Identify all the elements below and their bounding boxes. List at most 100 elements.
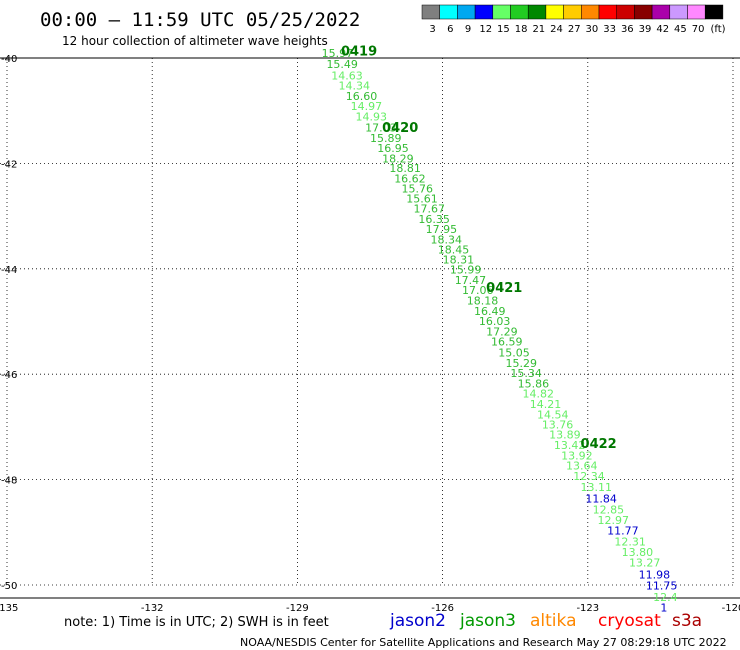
legend-swatch bbox=[704, 4, 724, 20]
legend-unit: (ft) bbox=[710, 24, 725, 35]
x-tick-label: -123 bbox=[576, 603, 599, 614]
legend-swatch bbox=[669, 4, 688, 20]
legend-bin-label: 12 bbox=[479, 24, 492, 35]
wave-height-label: 15.86 bbox=[518, 377, 550, 390]
legend-bin-label: 18 bbox=[515, 24, 528, 35]
wave-height-label: 14.54 bbox=[537, 408, 569, 421]
legend-swatch bbox=[634, 4, 653, 20]
y-tick-label: -50 bbox=[1, 581, 17, 592]
legend-bin-label: 27 bbox=[568, 24, 581, 35]
wave-height-label: 14.63 bbox=[331, 70, 363, 83]
data-labels: 15.9715.4914.6314.3416.6014.9714.9317.03… bbox=[322, 47, 678, 614]
wave-height-label: 15.76 bbox=[401, 182, 433, 195]
wave-height-label: 18.45 bbox=[438, 244, 470, 257]
wave-height-label: 15.05 bbox=[498, 346, 530, 359]
legend-bin-label: 9 bbox=[465, 24, 471, 35]
legend-bin-label: 30 bbox=[586, 24, 599, 35]
color-legend: 3 6 9 12 15 18 21 24 27 30 33 36 39 42 45 70 (ft) bbox=[421, 4, 726, 35]
wave-height-label: 17.03 bbox=[365, 121, 397, 134]
wave-height-label: 11.98 bbox=[639, 569, 671, 582]
wave-height-label: 13.92 bbox=[561, 450, 593, 463]
wave-height-label: 13.42 bbox=[554, 439, 586, 452]
satellite-legend: jason2 jason3 altika cryosat s3a bbox=[389, 611, 702, 631]
wave-height-label: 14.21 bbox=[530, 398, 562, 411]
legend-bin-label: 24 bbox=[550, 24, 563, 35]
wave-height-label: 13.27 bbox=[629, 557, 661, 570]
wave-height-label: 14.34 bbox=[339, 80, 371, 93]
time-label: 0422 bbox=[581, 437, 617, 452]
legend-swatch bbox=[651, 4, 671, 20]
chart-title: 00:00 – 11:59 UTC 05/25/2022 bbox=[40, 9, 360, 31]
wave-height-label: 13.89 bbox=[549, 428, 581, 441]
legend-bin-label: 21 bbox=[532, 24, 545, 35]
legend-bin-label: 45 bbox=[674, 24, 687, 35]
wave-height-label: 11.75 bbox=[646, 580, 678, 593]
legend-swatch bbox=[563, 4, 582, 20]
legend-bin-label: 6 bbox=[447, 24, 453, 35]
wave-height-label: 17.47 bbox=[455, 274, 487, 287]
y-tick-label: -42 bbox=[1, 159, 17, 170]
wave-height-label: 12.85 bbox=[593, 503, 625, 516]
x-tick-label: -120 bbox=[722, 603, 740, 614]
wave-height-label: 16.03 bbox=[479, 315, 511, 328]
y-tick-label: -44 bbox=[1, 265, 17, 276]
y-tick-label: -40 bbox=[1, 54, 17, 65]
wave-height-label: 15.29 bbox=[506, 357, 538, 370]
satellite-name: jason3 bbox=[459, 611, 516, 631]
legend-bin-label: 36 bbox=[621, 24, 634, 35]
wave-height-label: 13.76 bbox=[542, 418, 574, 431]
legend-bin-label: 15 bbox=[497, 24, 510, 35]
legend-swatch bbox=[457, 4, 476, 20]
wave-height-label: 15.34 bbox=[510, 367, 542, 380]
time-label: 0420 bbox=[382, 121, 418, 136]
legend-swatch bbox=[439, 4, 458, 20]
legend-bin-label: 33 bbox=[603, 24, 616, 35]
wave-height-label: 13.11 bbox=[581, 481, 613, 494]
legend-bin-label: 42 bbox=[656, 24, 669, 35]
legend-swatch bbox=[616, 4, 635, 20]
wave-height-label: 18.18 bbox=[467, 295, 499, 308]
legend-swatch bbox=[474, 4, 494, 20]
wave-height-label: 16.60 bbox=[346, 90, 378, 103]
legend-swatch bbox=[421, 4, 440, 20]
wave-height-label: 15.97 bbox=[322, 47, 354, 60]
wave-height-label: 18.29 bbox=[382, 152, 414, 165]
wave-height-label: 16.49 bbox=[474, 305, 506, 318]
wave-height-label: 14.97 bbox=[351, 100, 383, 113]
wave-height-label: 18.81 bbox=[389, 162, 421, 175]
wave-height-label: 13.64 bbox=[566, 460, 598, 473]
legend-swatch bbox=[492, 4, 511, 20]
satellite-name: jason2 bbox=[389, 611, 446, 631]
wave-height-label: 17.67 bbox=[414, 202, 446, 215]
wave-height-label: 16.62 bbox=[394, 172, 426, 185]
legend-swatch bbox=[581, 4, 600, 20]
legend-swatch bbox=[687, 4, 706, 20]
x-tick-label: -129 bbox=[286, 603, 309, 614]
time-labels: 0419 0420 0421 0422 bbox=[341, 44, 617, 452]
x-tick-label: -135 bbox=[0, 603, 18, 614]
y-tick-label: -46 bbox=[1, 370, 17, 381]
wave-height-label: 17.95 bbox=[426, 223, 458, 236]
chart-subtitle: 12 hour collection of altimeter wave hei… bbox=[62, 34, 328, 48]
wave-height-label: 13.80 bbox=[622, 546, 654, 559]
wave-height-label: 1 bbox=[660, 601, 667, 614]
wave-height-label: 18.31 bbox=[443, 254, 475, 267]
legend-bin-label: 39 bbox=[639, 24, 652, 35]
wave-height-label: 12.34 bbox=[573, 470, 605, 483]
wave-height-label: 15.49 bbox=[326, 58, 358, 71]
legend-bin-label: 3 bbox=[429, 24, 435, 35]
wave-height-label: 11.77 bbox=[607, 524, 639, 537]
wave-height-label: 12.31 bbox=[614, 535, 646, 548]
wave-height-label: 12.4 bbox=[653, 591, 678, 604]
axis-ticks: -135 -132 -129 -126 -123 -120 -40 -42 -44 -46 -48 -… bbox=[0, 54, 740, 614]
wave-height-label: 16.59 bbox=[491, 336, 523, 349]
x-tick-label: -132 bbox=[141, 603, 164, 614]
time-label: 0421 bbox=[486, 281, 522, 296]
satellite-name: s3a bbox=[672, 611, 702, 631]
wave-height-label: 15.61 bbox=[406, 192, 438, 205]
legend-swatch bbox=[545, 4, 564, 20]
wave-height-label: 15.89 bbox=[370, 132, 402, 145]
satellite-name: cryosat bbox=[598, 611, 661, 631]
time-label: 0419 bbox=[341, 44, 377, 59]
